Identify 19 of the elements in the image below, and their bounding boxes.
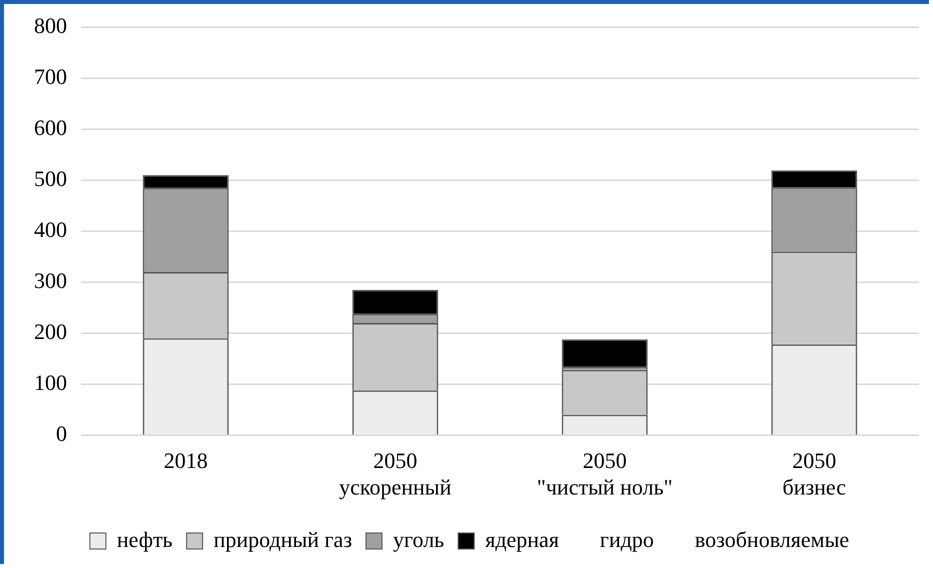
- y-tick-label: 800: [34, 12, 67, 38]
- x-tick-label: 2050 "чистый ноль": [536, 448, 673, 500]
- text: гидро: [600, 526, 654, 552]
- legend-label: уголь: [393, 526, 444, 552]
- x-tick-label: 2018: [164, 448, 208, 474]
- y-tick-label: 500: [34, 166, 67, 191]
- y-tick-label: 300: [34, 268, 67, 293]
- legend-label: природный газ: [214, 526, 352, 552]
- x-tick-label: 2050 бизнес: [782, 448, 846, 500]
- x-tick-label: 2050 ускоренный: [339, 448, 452, 500]
- y-tick-label: 0: [56, 420, 67, 446]
- y-tick-label: 100: [34, 370, 67, 395]
- y-tick-label: 700: [34, 64, 67, 89]
- y-tick-label: 400: [34, 216, 67, 242]
- y-tick-label: 600: [34, 114, 67, 140]
- y-tick-label: 200: [34, 318, 67, 344]
- legend-label: нефть: [116, 526, 173, 552]
- legend-label: ядерная: [485, 526, 559, 552]
- text: возобновляемые: [694, 526, 850, 552]
